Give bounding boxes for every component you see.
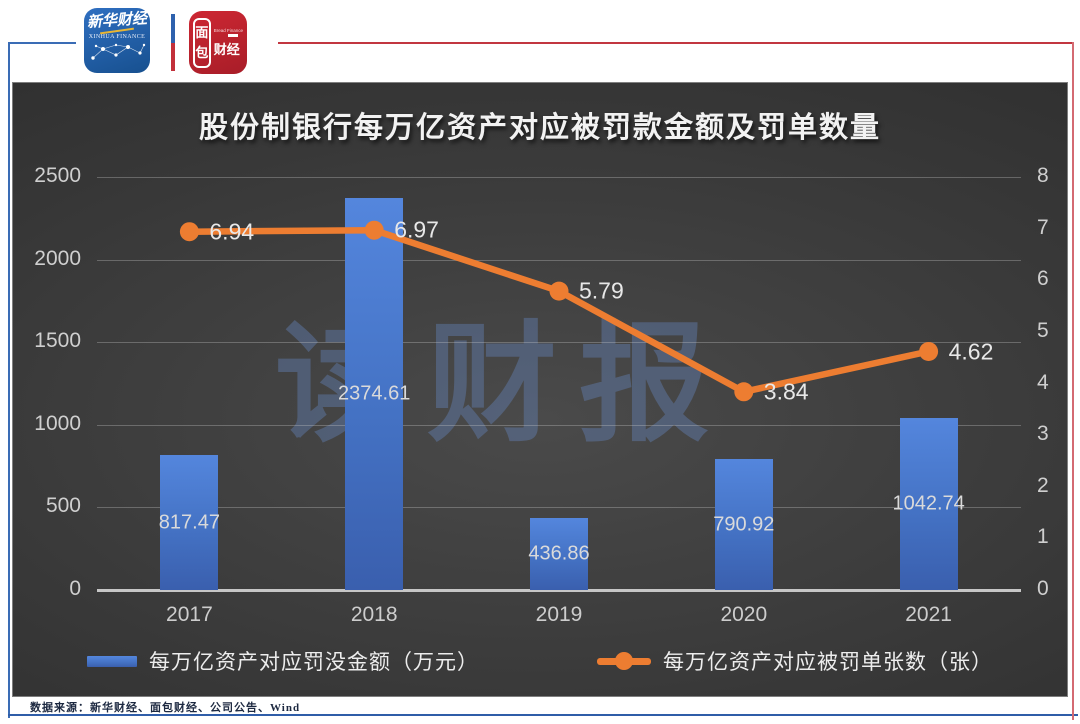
bar: [899, 417, 958, 590]
bar-value-label: 817.47: [158, 511, 220, 533]
xinhua-logo-en-text: XINHUA FINANCE: [88, 34, 146, 40]
category-label: 2017: [166, 603, 213, 626]
line-value-label: 3.84: [763, 378, 809, 405]
xinhua-logo-cn-text: 新华财经: [86, 10, 148, 32]
logo-divider: [171, 14, 175, 71]
chart-panel: 股份制银行每万亿资产对应被罚款金额及罚单数量 读财报 0 500 1000 1500 2…: [12, 82, 1068, 697]
gridline: [97, 177, 1021, 178]
gridline: [97, 259, 1021, 261]
chart-legend: 每万亿资产对应罚没金额（万元） 每万亿资产对应被罚单张数（张）: [13, 646, 1067, 676]
right-axis-tick: 2: [1037, 473, 1049, 497]
bar: [530, 517, 588, 590]
right-axis-tick: 5: [1037, 318, 1049, 342]
legend-item-bar-series: 每万亿资产对应罚没金额（万元）: [87, 646, 479, 676]
right-axis-tick: 1: [1037, 525, 1049, 549]
line-marker: [734, 382, 754, 402]
category-label: 2019: [535, 603, 583, 626]
right-axis-tick: 0: [1037, 577, 1049, 600]
gridline: [97, 342, 1021, 344]
right-axis-tick: 7: [1037, 215, 1049, 239]
x-axis-line: [97, 589, 1021, 592]
line-value-label: 4.62: [948, 338, 994, 364]
line-value-label: 6.97: [394, 216, 439, 243]
right-axis-tick: 4: [1037, 370, 1049, 394]
line-series: [179, 220, 939, 402]
frame-line-blue-left: [8, 42, 10, 718]
left-axis-tick: 2500: [34, 164, 81, 187]
legend-line-dot: [615, 652, 633, 670]
bread-logo-en-text: Bread Finance: [213, 27, 243, 33]
left-axis-tick: 1500: [34, 329, 81, 353]
line-marker: [364, 220, 384, 240]
gridline: [97, 507, 1021, 509]
bread-logo-box: 面 包: [193, 17, 211, 68]
line-marker: [549, 281, 569, 301]
frame-line-blue-top: [8, 42, 76, 44]
gridline: [97, 424, 1021, 426]
bar: [345, 197, 404, 590]
left-axis-tick: 1000: [34, 411, 81, 435]
right-axis-tick: 3: [1037, 422, 1049, 446]
xinhua-finance-logo: 新华财经 XINHUA FINANCE: [84, 8, 150, 73]
legend-line-swatch: [597, 651, 651, 671]
left-axis-tick: 500: [45, 494, 81, 518]
frame-line-red-right: [1072, 42, 1074, 720]
left-axis-tick: 0: [69, 577, 81, 600]
network-dots-icon: [91, 43, 146, 60]
chart-title: 股份制银行每万亿资产对应被罚款金额及罚单数量: [198, 112, 881, 144]
legend-line-label: 每万亿资产对应被罚单张数（张）: [663, 651, 993, 674]
bar-value-label: 1042.74: [892, 492, 965, 515]
frame-line-blue-bottom: [8, 714, 1078, 716]
bar: [160, 455, 219, 590]
frame-line-red-top: [278, 42, 1074, 44]
legend-bar-swatch: [87, 655, 137, 667]
legend-item-line-series: 每万亿资产对应被罚单张数（张）: [597, 646, 993, 676]
bread-logo-dash: [227, 33, 238, 37]
right-axis-tick: 8: [1037, 164, 1049, 187]
bread-finance-logo: 面 包 Bread Finance 财经: [189, 11, 247, 74]
line-path: [186, 226, 932, 396]
line-value-label: 6.94: [209, 218, 255, 245]
category-label: 2021: [905, 603, 952, 626]
legend-bar-label: 每万亿资产对应罚没金额（万元）: [149, 651, 479, 674]
bar-value-label: 790.92: [713, 513, 775, 536]
data-source: 数据来源：新华财经、面包财经、公司公告、Wind: [30, 702, 301, 714]
bread-logo-cn-text: 财经: [213, 41, 240, 57]
category-label: 2018: [350, 603, 398, 626]
category-label: 2020: [720, 603, 768, 626]
bar-value-label: 2374.61: [338, 382, 411, 405]
right-axis-tick: 6: [1037, 267, 1049, 291]
line-marker: [179, 222, 199, 242]
bar: [714, 459, 773, 590]
bar-value-label: 436.86: [528, 542, 590, 565]
line-value-label: 5.79: [579, 277, 624, 304]
left-axis-tick: 2000: [34, 246, 81, 270]
line-marker: [919, 342, 939, 361]
